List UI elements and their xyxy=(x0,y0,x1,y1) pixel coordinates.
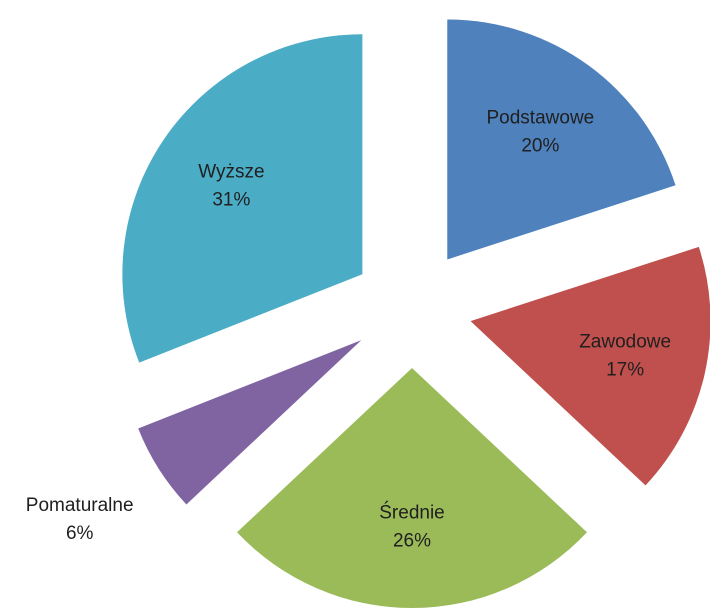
slice-label-name: Wyższe xyxy=(198,161,264,182)
slice-label-name: Zawodowe xyxy=(579,332,671,353)
pie-slice xyxy=(470,246,710,486)
slice-label-value: 26% xyxy=(393,530,431,551)
slice-label-name: Podstawowe xyxy=(487,107,595,128)
pie-slice xyxy=(237,368,587,608)
slice-label-name: Pomaturalne xyxy=(26,495,134,516)
slice-label-value: 6% xyxy=(66,523,94,544)
pie-slice xyxy=(122,34,363,363)
slice-label-value: 17% xyxy=(606,360,644,381)
slice-label-name: Średnie xyxy=(379,501,445,523)
slice-label-value: 20% xyxy=(521,135,559,156)
pie-slice xyxy=(138,340,362,505)
pie-slice xyxy=(447,19,676,260)
slice-label-value: 31% xyxy=(212,189,250,210)
